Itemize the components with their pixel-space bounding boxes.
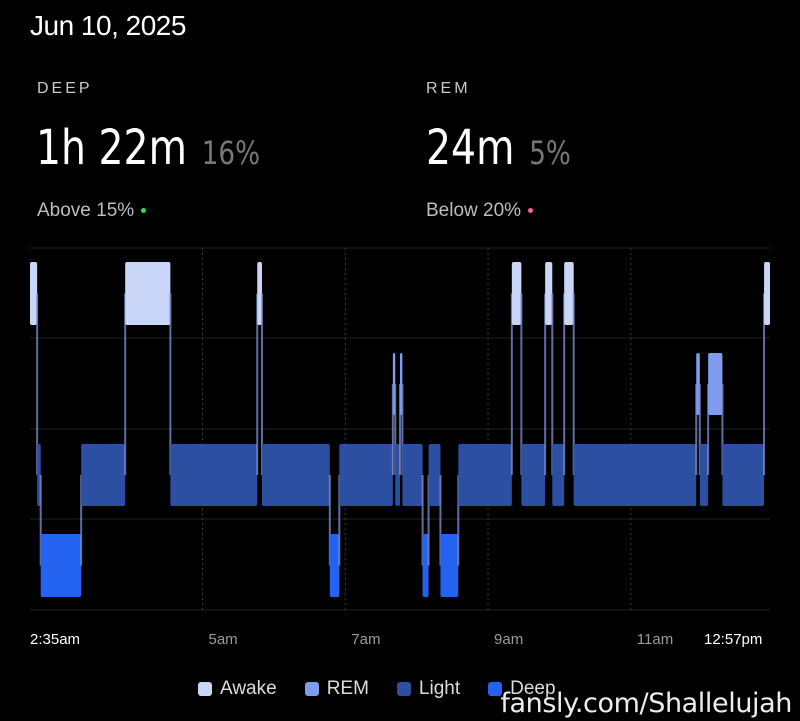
stage-segment-light	[395, 444, 400, 506]
stage-segment-light	[428, 444, 441, 506]
rem-comparison-text: Below 20%	[426, 200, 522, 221]
deep-comparison-text: Above 15%	[37, 200, 135, 221]
stage-segment-awake	[564, 262, 574, 325]
legend-swatch	[396, 682, 411, 696]
stage-transition-line	[328, 475, 331, 566]
stage-segment-awake	[125, 262, 171, 325]
stage-transition-line	[551, 293, 554, 475]
stage-segment-light	[170, 444, 258, 506]
chart-legend: Awake REM Light Deep	[198, 678, 556, 700]
legend-label: REM	[326, 678, 369, 699]
legend-label: Awake	[220, 678, 277, 699]
deep-duration: 1h 22m	[36, 120, 187, 176]
stage-transition-line	[39, 475, 42, 566]
stage-transition-line	[721, 384, 724, 475]
stage-transition-line	[544, 293, 547, 475]
status-dot-icon	[141, 208, 147, 214]
legend-swatch	[304, 682, 319, 696]
legend-label: Deep	[510, 678, 556, 699]
stage-segment-deep	[422, 534, 429, 597]
time-axis-tick-label: 9am	[494, 631, 524, 648]
legend-item-light: Light	[396, 678, 461, 700]
stage-transition-line	[338, 475, 341, 566]
stage-transition-line	[763, 293, 766, 475]
stage-segment-light	[552, 444, 565, 506]
stage-segment-deep	[40, 534, 82, 597]
stage-segment-awake	[511, 262, 522, 325]
deep-label: DEEP	[37, 80, 93, 97]
stage-transition-line	[421, 475, 424, 566]
rem-percent: 5%	[529, 134, 571, 172]
stage-segment-light	[458, 444, 512, 506]
stage-transition-line	[427, 475, 430, 566]
status-dot-icon	[528, 208, 534, 214]
legend-item-deep: Deep	[488, 678, 556, 700]
stage-segment-light	[81, 444, 126, 506]
stage-transition-line	[169, 293, 172, 475]
stage-segment-rem	[708, 353, 723, 415]
legend-swatch	[198, 682, 212, 696]
rem-value: 24m 5%	[426, 118, 571, 183]
stage-segment-awake	[30, 262, 38, 325]
rem-comparison: Below 20%	[426, 200, 534, 222]
deep-value: 1h 22m 16%	[36, 118, 260, 183]
stage-segment-light	[699, 444, 709, 506]
rem-label: REM	[426, 80, 471, 97]
time-axis-start: 2:35am	[30, 631, 81, 648]
legend-swatch	[488, 682, 503, 696]
stage-segment-light	[521, 444, 546, 506]
stage-transition-line	[394, 384, 397, 475]
stage-transition-line	[80, 475, 83, 566]
stage-transition-line	[391, 384, 394, 475]
time-axis-tick-label: 11am	[636, 631, 674, 648]
time-axis-end: 12:57pm	[704, 631, 763, 648]
stage-segment-awake	[257, 262, 262, 325]
stage-transition-line	[563, 293, 566, 475]
stage-segment-deep	[329, 534, 340, 597]
watermark: fansly.com/Shallelujah	[500, 688, 792, 719]
stage-segment-awake	[545, 262, 553, 325]
deep-comparison: Above 15%	[37, 200, 147, 222]
stage-segment-light	[722, 444, 765, 506]
stage-transition-line	[256, 293, 259, 475]
stage-segment-deep	[440, 534, 459, 597]
legend-label: Light	[418, 678, 461, 699]
stage-transition-line	[124, 293, 127, 475]
legend-item-rem: REM	[304, 678, 369, 700]
stage-segment-light	[261, 444, 330, 506]
stage-segment-light	[339, 444, 393, 506]
deep-percent: 16%	[201, 134, 261, 172]
stage-transition-line	[520, 293, 523, 475]
stage-segment-light	[573, 444, 697, 506]
sleep-date: Jun 10, 2025	[30, 10, 186, 41]
stage-segment-light	[402, 444, 423, 506]
stage-transition-line	[36, 293, 39, 475]
time-axis-tick-label: 5am	[208, 631, 238, 648]
stage-transition-line	[698, 384, 701, 475]
legend-item-awake: Awake	[198, 678, 277, 700]
stage-segment-awake	[764, 262, 770, 325]
stage-transition-line	[572, 293, 575, 475]
stage-transition-line	[260, 293, 263, 475]
stage-transition-line	[707, 384, 710, 475]
stage-transition-line	[457, 475, 460, 566]
time-axis-tick-label: 7am	[351, 631, 381, 648]
rem-duration: 24m	[426, 120, 515, 176]
stage-transition-line	[510, 293, 513, 475]
stage-transition-line	[695, 384, 698, 475]
stage-transition-line	[399, 384, 401, 475]
stage-transition-line	[401, 384, 404, 475]
stage-transition-line	[439, 475, 442, 566]
sleep-hypnogram-chart	[30, 247, 770, 611]
